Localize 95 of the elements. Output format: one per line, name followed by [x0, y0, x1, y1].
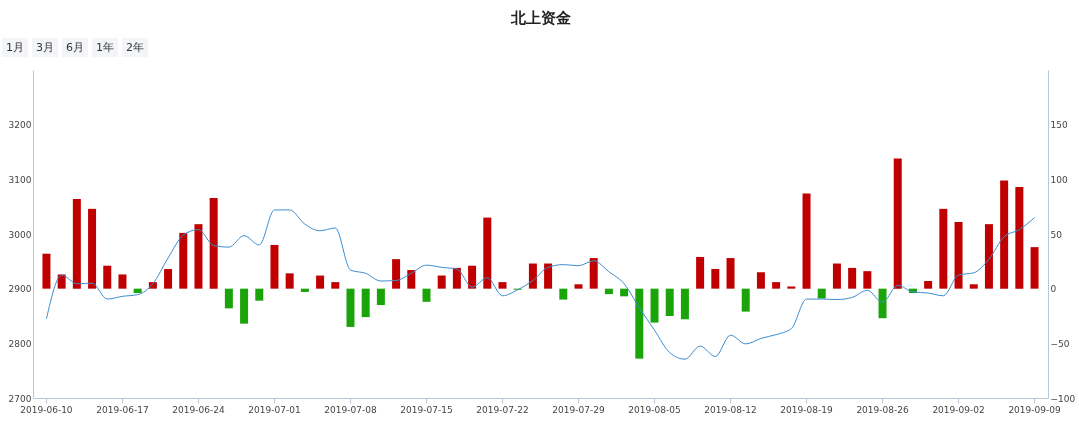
bar	[954, 221, 963, 289]
bar	[437, 275, 446, 289]
bar	[756, 272, 765, 289]
bar	[331, 282, 340, 289]
bar	[194, 224, 203, 289]
y-tick-label: 3200	[8, 120, 32, 131]
bar	[924, 281, 933, 289]
bar	[1030, 247, 1039, 289]
y-tick-label: 3100	[8, 174, 32, 185]
bar	[817, 288, 826, 299]
bar	[72, 199, 81, 289]
bar	[604, 288, 613, 295]
bar	[802, 193, 811, 289]
bar	[635, 288, 644, 359]
bar	[893, 158, 902, 289]
bar	[164, 268, 173, 289]
y-tick-label: 2900	[8, 284, 32, 295]
bar	[88, 208, 97, 289]
bar	[103, 265, 112, 289]
text: 1年	[92, 38, 118, 57]
chart-title: 北上资金	[509, 9, 571, 27]
bar	[680, 288, 689, 320]
bar	[118, 274, 127, 289]
bar	[787, 286, 796, 289]
bar	[285, 273, 294, 289]
bar	[392, 259, 401, 289]
bar	[589, 258, 598, 289]
x-tick-label: 2019-06-17	[96, 404, 149, 415]
x-tick-label: 2019-07-29	[552, 404, 605, 415]
bar	[878, 288, 887, 319]
bar	[422, 288, 431, 302]
y2-tick-label: 100	[1050, 174, 1068, 185]
bar	[452, 267, 461, 289]
bar	[863, 271, 872, 289]
bar	[316, 275, 325, 289]
text: 3月	[32, 38, 58, 57]
text: 1月	[2, 38, 28, 57]
x-tick-label: 2019-08-05	[628, 404, 681, 415]
line-series	[45, 209, 1036, 360]
x-tick-label: 2019-08-12	[704, 404, 757, 415]
x-tick-label: 2019-06-24	[172, 404, 225, 415]
bar	[544, 263, 553, 289]
text: 6月	[62, 38, 88, 57]
bar	[300, 288, 309, 292]
y2-tick-label: −50	[1050, 338, 1070, 349]
bar	[832, 263, 841, 289]
bar	[559, 288, 568, 300]
y2-tick-label: 0	[1050, 284, 1057, 295]
bar	[528, 263, 537, 289]
y-tick-label: 2800	[8, 338, 32, 349]
bar	[133, 288, 142, 294]
bar	[1000, 180, 1009, 289]
bar	[772, 282, 781, 289]
x-tick-label: 2019-07-15	[400, 404, 453, 415]
bar	[224, 288, 233, 309]
x-tick-label: 2019-06-10	[20, 404, 73, 415]
bar	[179, 232, 188, 289]
bar	[696, 256, 705, 289]
bar	[376, 288, 385, 306]
bar	[848, 267, 857, 289]
bar	[620, 288, 629, 297]
y2-tick-label: 50	[1050, 229, 1063, 240]
bar	[346, 288, 355, 327]
bar	[209, 197, 218, 289]
bar	[255, 288, 264, 301]
y2-tick-label: −100	[1050, 393, 1076, 404]
x-tick-label: 2019-08-19	[780, 404, 833, 415]
y2-tick-label: 150	[1050, 120, 1068, 131]
bar	[483, 217, 492, 289]
bar	[468, 265, 477, 289]
bar	[650, 288, 659, 323]
bar	[726, 258, 735, 289]
bar	[42, 253, 51, 289]
x-tick-label: 2019-09-02	[932, 404, 985, 415]
bar	[984, 224, 993, 289]
x-tick-label: 2019-07-22	[476, 404, 529, 415]
x-tick-label: 2019-07-08	[324, 404, 377, 415]
text: 2年	[122, 38, 148, 57]
bar	[969, 284, 978, 289]
bar	[407, 270, 416, 289]
bar	[711, 268, 720, 289]
bar	[665, 288, 674, 316]
x-tick-label: 2019-09-09	[1008, 404, 1061, 415]
x-tick-label: 2019-08-26	[856, 404, 909, 415]
y-tick-label: 3000	[8, 229, 32, 240]
bar	[1015, 186, 1024, 289]
bar	[361, 288, 370, 318]
bar	[240, 288, 249, 324]
bar	[498, 282, 507, 289]
bar	[939, 208, 948, 289]
x-tick-label: 2019-07-01	[248, 404, 301, 415]
bar	[574, 284, 583, 289]
bar	[741, 288, 750, 312]
y-tick-label: 2700	[8, 393, 32, 404]
bar	[270, 244, 279, 289]
